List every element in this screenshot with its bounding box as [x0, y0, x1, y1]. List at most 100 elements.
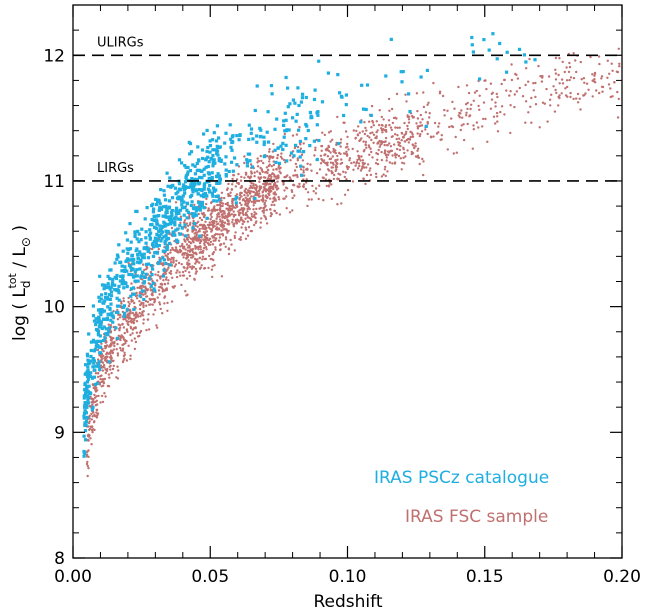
fsc-point — [389, 145, 393, 148]
pscz-point — [185, 201, 189, 205]
fsc-point — [130, 317, 133, 321]
fsc-point — [232, 173, 235, 177]
fsc-point — [297, 185, 300, 189]
pscz-point — [132, 257, 136, 261]
pscz-point — [190, 177, 194, 181]
fsc-point — [258, 187, 261, 190]
fsc-point — [103, 392, 106, 395]
fsc-point — [371, 121, 375, 124]
fsc-point — [334, 151, 337, 155]
fsc-point — [415, 122, 418, 125]
pscz-point — [113, 288, 117, 292]
fsc-point — [369, 147, 372, 150]
fsc-point — [262, 161, 265, 165]
fsc-point — [161, 312, 164, 315]
fsc-point — [176, 269, 179, 272]
fsc-point — [120, 336, 124, 339]
pscz-point — [109, 294, 114, 298]
fsc-point — [98, 354, 101, 357]
pscz-point — [478, 77, 482, 81]
fsc-point — [248, 216, 251, 220]
fsc-point — [208, 254, 211, 258]
pscz-point — [120, 264, 124, 268]
fsc-point — [138, 311, 141, 315]
pscz-point — [135, 209, 139, 214]
fsc-point — [305, 178, 308, 181]
fsc-point — [223, 228, 227, 231]
fsc-point — [514, 72, 517, 76]
fsc-point — [109, 355, 113, 358]
pscz-point — [217, 198, 221, 202]
fsc-point — [127, 317, 131, 320]
fsc-point — [421, 157, 424, 161]
fsc-point — [569, 76, 573, 79]
fsc-point — [98, 381, 102, 384]
fsc-point — [359, 159, 362, 162]
fsc-point — [126, 330, 129, 334]
fsc-point — [147, 328, 151, 331]
fsc-point — [346, 145, 349, 148]
pscz-point — [107, 293, 112, 297]
fsc-point — [505, 89, 508, 92]
pscz-point — [283, 129, 287, 133]
fsc-point — [244, 217, 247, 220]
pscz-point — [110, 283, 114, 287]
pscz-point — [87, 372, 91, 376]
fsc-point — [195, 270, 198, 273]
fsc-point — [258, 192, 261, 195]
fsc-point — [472, 128, 475, 131]
fsc-point — [416, 109, 419, 113]
fsc-point — [106, 352, 109, 355]
fsc-point — [348, 157, 352, 160]
pscz-point — [189, 185, 193, 189]
pscz-point — [109, 290, 113, 294]
fsc-point — [368, 145, 371, 149]
pscz-point — [147, 262, 151, 266]
pscz-point — [384, 74, 388, 78]
fsc-point — [122, 326, 126, 329]
pscz-point — [369, 113, 373, 117]
fsc-point — [212, 222, 215, 225]
fsc-point — [273, 183, 276, 186]
fsc-point — [216, 215, 219, 218]
fsc-point — [387, 119, 391, 122]
pscz-point — [143, 217, 147, 221]
fsc-point — [415, 92, 419, 95]
fsc-point — [190, 267, 194, 270]
fsc-point — [503, 78, 506, 82]
pscz-point — [152, 225, 157, 229]
fsc-point — [197, 248, 200, 251]
pscz-point — [208, 189, 212, 193]
pscz-point — [162, 220, 166, 224]
pscz-point — [102, 287, 106, 291]
fsc-point — [259, 176, 263, 179]
fsc-point — [99, 378, 102, 381]
pscz-point — [171, 230, 175, 234]
fsc-point — [128, 302, 131, 306]
fsc-point — [129, 312, 132, 315]
pscz-point — [116, 310, 120, 314]
pscz-point — [165, 245, 169, 250]
fsc-points-layer — [85, 47, 621, 478]
fsc-point — [613, 81, 616, 84]
fsc-point — [259, 185, 263, 188]
fsc-point — [357, 125, 360, 128]
fsc-point — [416, 117, 420, 120]
pscz-point — [99, 313, 103, 317]
fsc-point — [186, 224, 190, 227]
pscz-point — [135, 247, 139, 251]
y-tick-label: 12 — [43, 46, 65, 66]
pscz-point — [184, 165, 188, 169]
fsc-point — [239, 236, 242, 239]
pscz-point — [106, 282, 110, 286]
fsc-point — [419, 113, 422, 117]
fsc-point — [608, 72, 611, 76]
pscz-point — [117, 304, 121, 308]
fsc-point — [611, 69, 614, 73]
fsc-point — [402, 156, 405, 159]
pscz-point — [190, 200, 194, 204]
fsc-point — [591, 95, 594, 98]
pscz-point — [92, 349, 96, 353]
fsc-point — [194, 247, 197, 250]
